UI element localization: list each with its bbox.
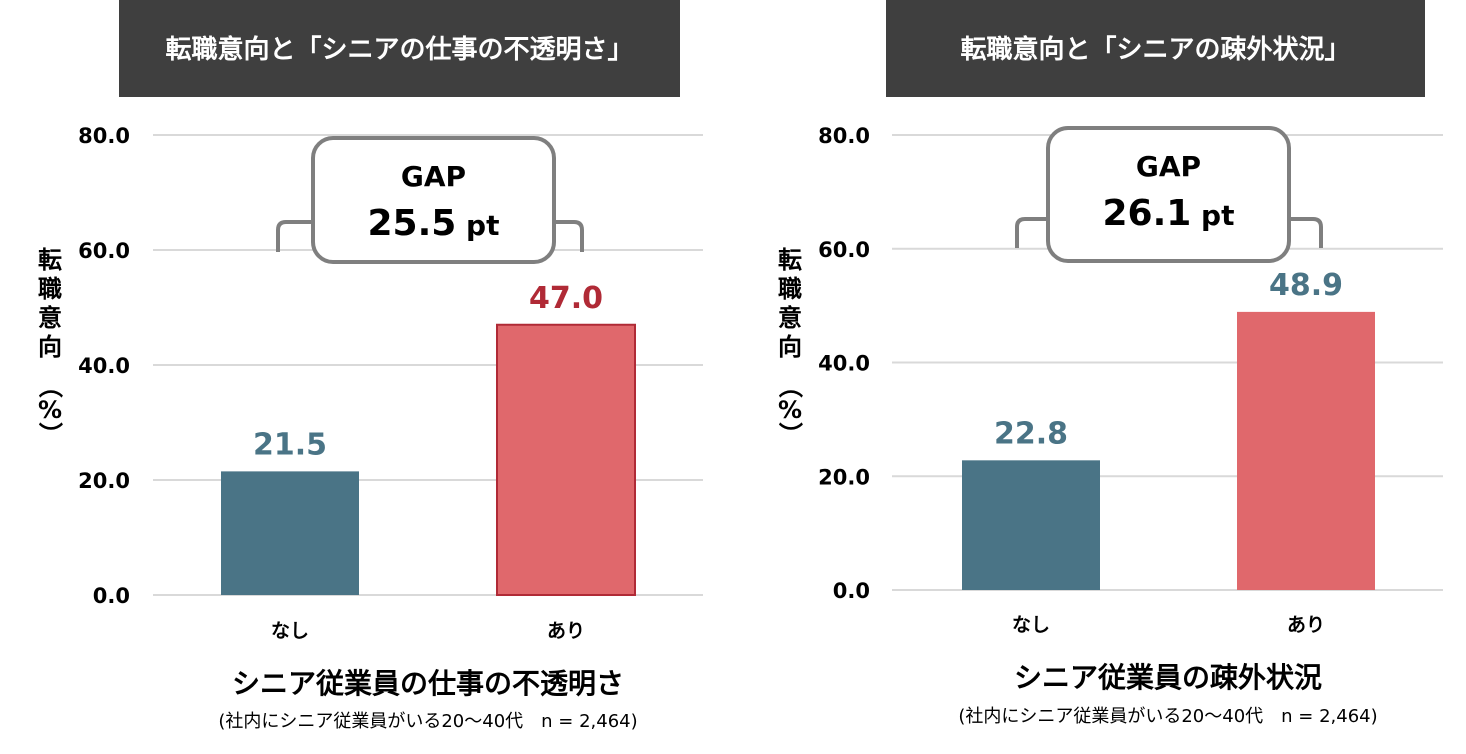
x-category-label: あり xyxy=(547,620,585,642)
gap-value: 26.1 xyxy=(1102,193,1191,234)
y-axis-label-char: 職 xyxy=(38,275,62,303)
x-category-label: なし xyxy=(1012,614,1050,636)
title-banner xyxy=(886,0,1425,97)
x-axis-title: シニア従業員の疎外状況 xyxy=(1014,661,1322,694)
sample-note: (社内にシニア従業員がいる20〜40代 n = 2,464) xyxy=(218,711,637,732)
y-axis-label-char: ） xyxy=(776,422,804,446)
gap-value-text: 26.1 pt xyxy=(1102,193,1234,234)
x-category-label: なし xyxy=(271,620,309,642)
bar-value-label: 48.9 xyxy=(1269,268,1343,303)
y-axis-label-char: 向 xyxy=(38,333,62,361)
y-tick-label: 0.0 xyxy=(833,579,870,603)
gap-unit: pt xyxy=(456,209,499,242)
gap-value: 25.5 xyxy=(367,203,456,244)
chart-title: 転職意向と「シニアの疎外状況」 xyxy=(960,34,1350,65)
y-tick-label: 0.0 xyxy=(93,584,130,608)
bar-value-label: 21.5 xyxy=(253,427,327,462)
gap-bracket-left xyxy=(1015,217,1048,248)
gap-label: GAP xyxy=(1136,150,1201,183)
y-tick-label: 20.0 xyxy=(78,469,130,493)
gap-value-text: 25.5 pt xyxy=(367,203,499,244)
y-tick-label: 20.0 xyxy=(818,465,870,489)
y-axis-label-char: % xyxy=(38,396,62,424)
x-axis-title: シニア従業員の仕事の不透明さ xyxy=(232,667,624,700)
gap-bracket-left xyxy=(276,220,313,252)
bar-value-label: 47.0 xyxy=(529,281,603,316)
x-category-label: あり xyxy=(1287,614,1325,636)
y-axis-label-char: 職 xyxy=(778,275,802,303)
bar-nashi xyxy=(962,460,1100,590)
y-axis-label-char: 意 xyxy=(38,304,62,332)
y-axis-label-char: 転 xyxy=(778,246,802,274)
bar-nashi xyxy=(221,471,359,595)
y-axis-label-char: 意 xyxy=(778,304,802,332)
y-axis-label-char: （ xyxy=(36,374,64,398)
y-tick-label: 60.0 xyxy=(818,238,870,262)
y-tick-label: 80.0 xyxy=(818,124,870,148)
sample-note: (社内にシニア従業員がいる20〜40代 n = 2,464) xyxy=(958,706,1377,727)
bar-ari xyxy=(496,323,636,596)
gap-label: GAP xyxy=(401,160,466,193)
gap-bracket-right xyxy=(554,220,584,252)
y-tick-label: 80.0 xyxy=(78,124,130,148)
gap-bracket-right xyxy=(1289,217,1323,248)
y-axis-label-char: 向 xyxy=(778,333,802,361)
y-axis-label-char: 転 xyxy=(38,246,62,274)
y-axis-label-char: ） xyxy=(36,422,64,446)
gap-unit: pt xyxy=(1191,199,1234,232)
title-banner xyxy=(119,0,680,97)
y-tick-label: 60.0 xyxy=(78,239,130,263)
y-tick-label: 40.0 xyxy=(818,352,870,376)
chart-title: 転職意向と「シニアの仕事の不透明さ」 xyxy=(165,34,633,65)
y-tick-label: 40.0 xyxy=(78,354,130,378)
gap-callout-box xyxy=(311,136,556,264)
bar-value-label: 22.8 xyxy=(994,416,1068,451)
y-axis-label-char: % xyxy=(778,396,802,424)
y-axis-label-char: （ xyxy=(776,374,804,398)
bar-ari xyxy=(1237,311,1375,590)
gap-callout-box xyxy=(1046,126,1291,263)
